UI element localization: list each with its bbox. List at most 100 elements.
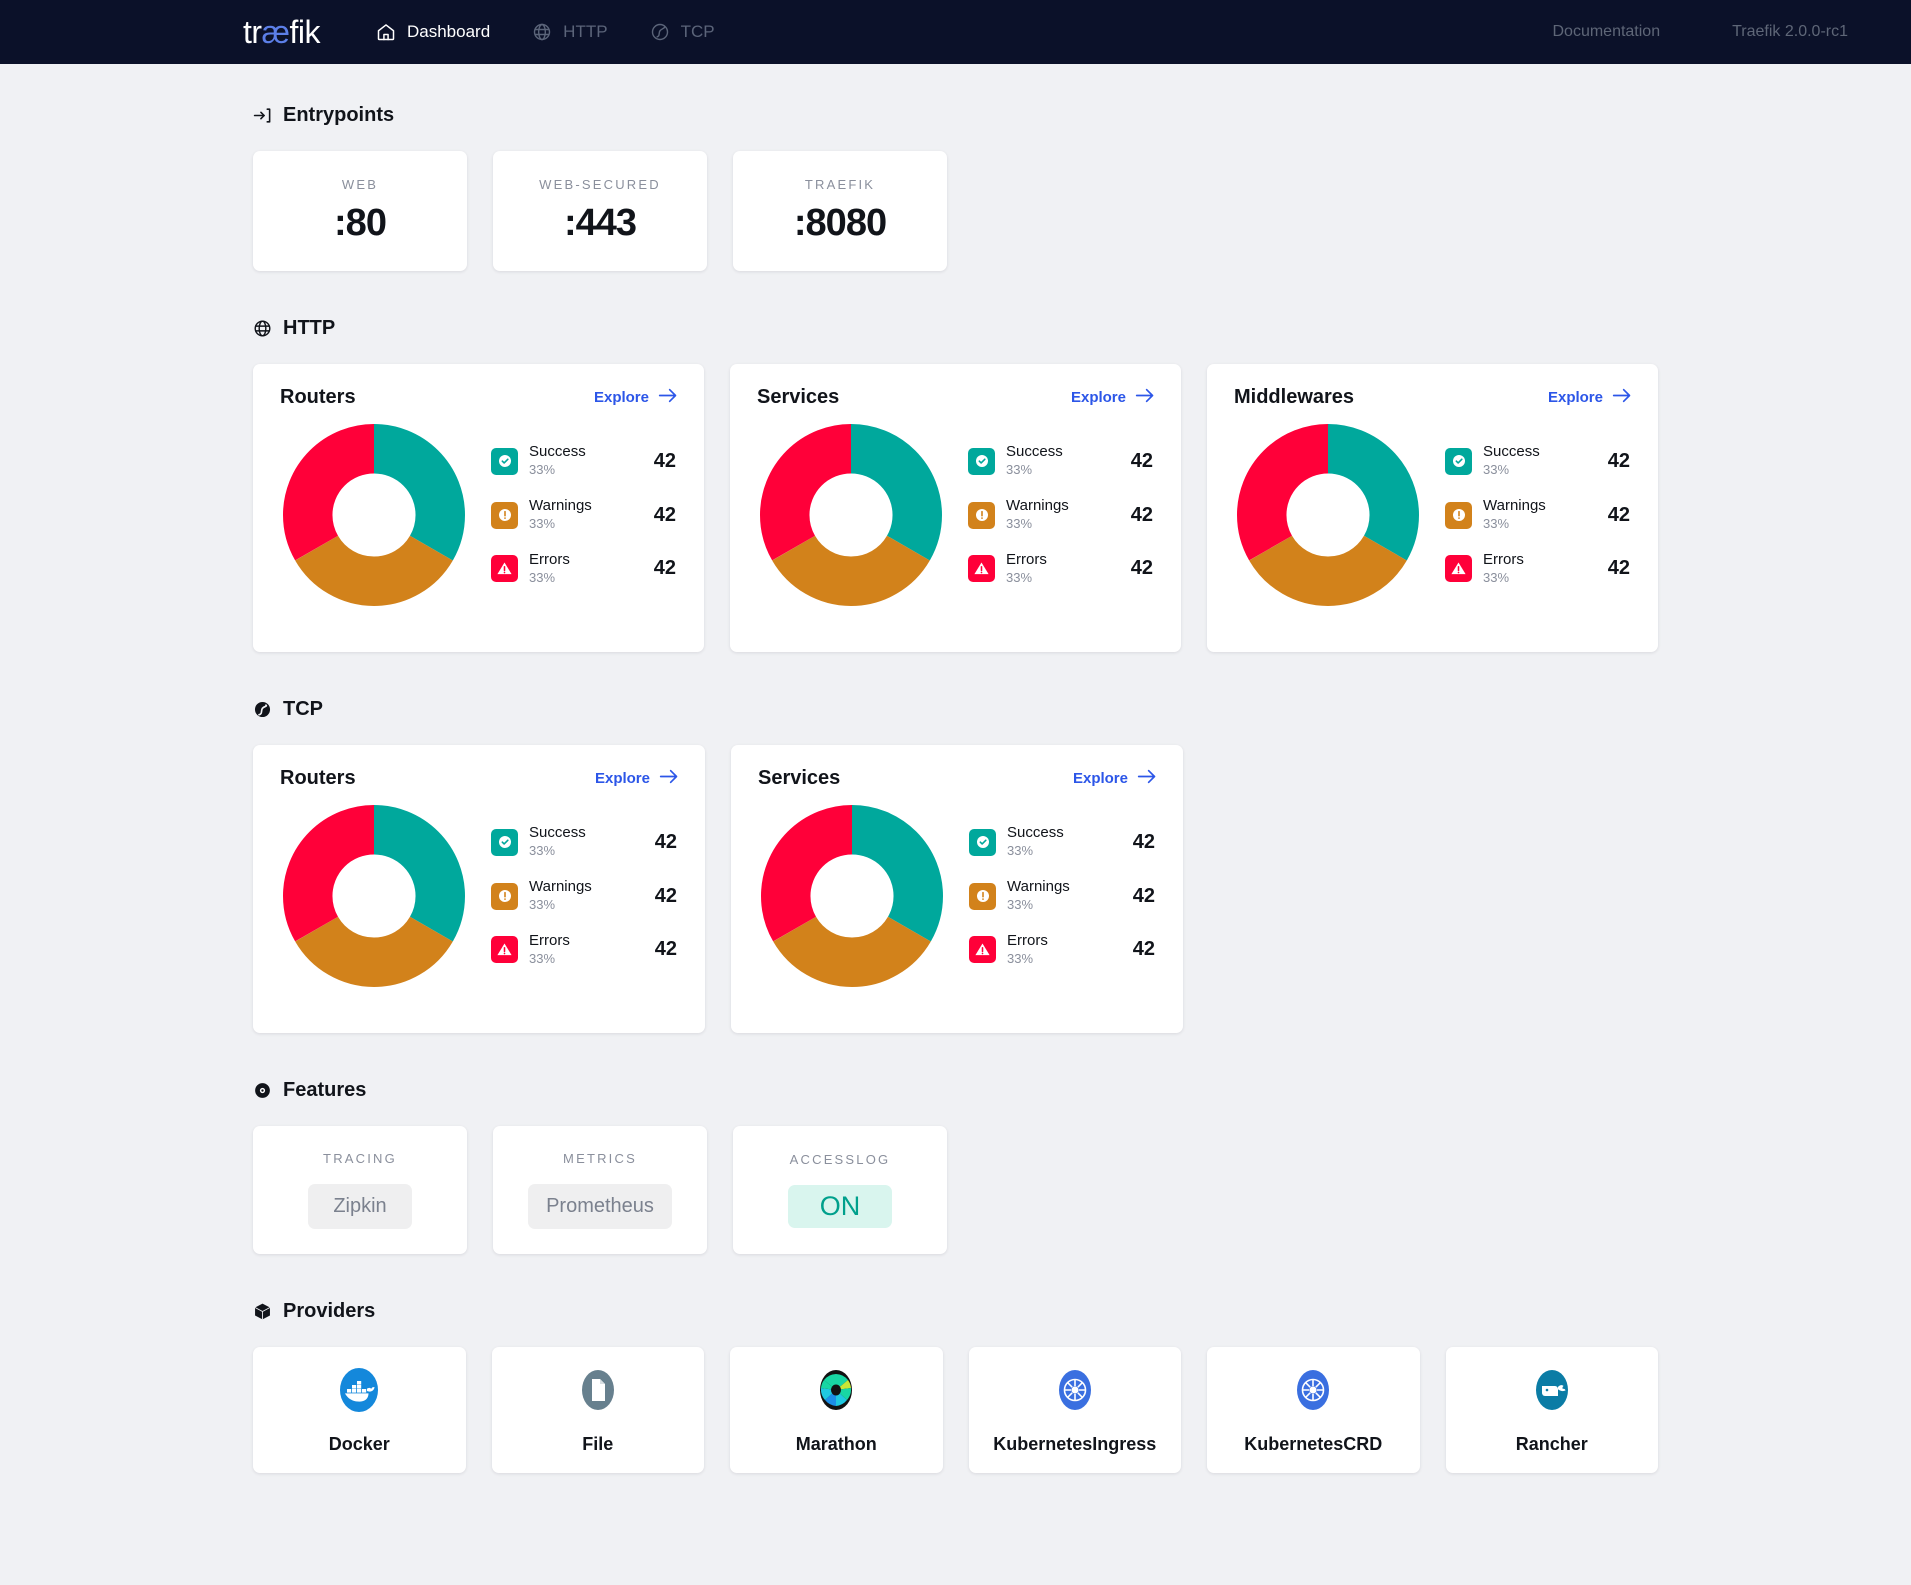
warning-triangle-icon (491, 555, 518, 583)
nav-item-tcp[interactable]: TCP (650, 22, 715, 42)
chart-legend: Success 33% 42 Warnings 33% 42 Errors 33% 4… (954, 443, 1157, 586)
page-content: Entrypoints WEB :80 WEB-SECURED :443 TRA… (0, 64, 1911, 1473)
feature-label: TRACING (323, 1151, 397, 1166)
donut-chart (1225, 417, 1431, 613)
card-body: Success 33% 42 Warnings 33% 42 Errors 33% 4… (748, 417, 1157, 613)
section-header-http: HTTP (253, 317, 1658, 340)
globe-icon (532, 22, 552, 42)
brand-ae: æ (261, 14, 290, 50)
entrypoint-label: WEB (341, 177, 379, 192)
home-icon (376, 22, 396, 42)
http-cards-row: Routers Explore (253, 364, 1658, 652)
provider-card-kubernetesingress[interactable]: KubernetesIngress (968, 1347, 1181, 1473)
explore-link[interactable]: Explore (1071, 388, 1155, 407)
exclamation-circle-icon (491, 501, 518, 529)
section-header-entrypoints: Entrypoints (253, 104, 1658, 127)
brand-post: fik (289, 14, 321, 50)
arrow-right-icon (658, 388, 678, 407)
legend-value: 42 (654, 830, 677, 853)
warning-triangle-icon (968, 555, 995, 583)
exclamation-circle-icon (1445, 501, 1472, 529)
donut-svg (761, 805, 943, 987)
donut-svg (283, 805, 465, 987)
card-header: Routers Explore (271, 386, 680, 409)
legend-value: 42 (1607, 449, 1630, 472)
entrypoint-card[interactable]: WEB-SECURED :443 (493, 151, 707, 271)
legend-label: Warnings (1007, 878, 1070, 896)
legend-percent: 33% (1007, 843, 1034, 859)
legend-label: Warnings (529, 878, 592, 896)
card-header: Services Explore (749, 767, 1159, 790)
legend-percent: 33% (529, 950, 556, 966)
card-title: Services (758, 767, 841, 789)
card-http-routers: Routers Explore (253, 364, 704, 652)
documentation-link[interactable]: Documentation (1552, 23, 1661, 40)
legend-value: 42 (1130, 557, 1153, 580)
traefik-logo[interactable]: træfik (243, 16, 320, 48)
legend-value: 42 (653, 557, 676, 580)
provider-card-docker[interactable]: Docker (253, 1347, 466, 1473)
explore-link[interactable]: Explore (1073, 769, 1157, 788)
nav-item-http[interactable]: HTTP (532, 22, 608, 42)
card-header: Routers Explore (271, 767, 681, 790)
feature-card-tracing[interactable]: TRACING Zipkin (253, 1126, 467, 1254)
features-row: TRACING Zipkin METRICS Prometheus ACCESS… (253, 1126, 1658, 1254)
legend-percent: 33% (1007, 950, 1034, 966)
toggle-icon (253, 1081, 272, 1100)
legend-row-success: Success 33% 42 (968, 443, 1157, 479)
provider-card-rancher[interactable]: Rancher (1445, 1347, 1658, 1473)
chart-legend: Success 33% 42 Warnings 33% 42 Errors 33% 4… (1431, 443, 1634, 586)
provider-card-file[interactable]: File (491, 1347, 704, 1473)
arrow-right-icon (1137, 769, 1157, 788)
legend-row-success: Success 33% 42 (491, 443, 680, 479)
legend-label: Errors (529, 931, 570, 949)
nav-item-dashboard[interactable]: Dashboard (376, 22, 490, 42)
warning-triangle-icon (1445, 555, 1472, 583)
card-header: Services Explore (748, 386, 1157, 409)
entrypoint-card[interactable]: WEB :80 (253, 151, 467, 271)
tcp-icon (650, 22, 670, 42)
section-header-tcp: TCP (253, 698, 1658, 721)
provider-name: File (582, 1434, 614, 1454)
chart-legend: Success 33% 42 Warnings 33% 42 Errors 33% 4… (477, 443, 680, 586)
entrypoint-value: :443 (563, 202, 637, 244)
legend-value: 42 (1132, 938, 1155, 961)
arrow-right-icon (659, 769, 679, 788)
legend-label: Errors (1007, 931, 1048, 949)
exclamation-circle-icon (969, 882, 996, 910)
card-tcp-routers: Routers Explore (253, 745, 705, 1033)
legend-percent: 33% (529, 569, 556, 585)
explore-link[interactable]: Explore (1548, 388, 1632, 407)
legend-label: Success (1007, 824, 1064, 842)
check-circle-icon (1445, 447, 1472, 475)
docker-icon (334, 1365, 384, 1420)
legend-percent: 33% (1006, 569, 1033, 585)
explore-label: Explore (1070, 389, 1126, 406)
legend-row-warnings: Warnings 33% 42 (491, 497, 680, 533)
provider-card-kubernetescrd[interactable]: KubernetesCRD (1207, 1347, 1420, 1473)
arrow-right-icon (1612, 388, 1632, 407)
explore-link[interactable]: Explore (595, 769, 679, 788)
file-icon (573, 1365, 623, 1420)
brand-pre: tr (243, 14, 262, 50)
warning-triangle-icon (969, 936, 996, 964)
legend-row-errors: Errors 33% 42 (1445, 551, 1634, 587)
donut-chart (748, 417, 954, 613)
provider-card-marathon[interactable]: Marathon (730, 1347, 943, 1473)
providers-row: Docker File Marathon KubernetesIngress (253, 1347, 1658, 1473)
donut-chart (749, 798, 955, 994)
card-body: Success 33% 42 Warnings 33% 42 Errors 33% 4… (271, 798, 681, 994)
feature-card-metrics[interactable]: METRICS Prometheus (493, 1126, 707, 1254)
entrypoint-card[interactable]: TRAEFIK :8080 (733, 151, 947, 271)
explore-label: Explore (594, 770, 650, 787)
legend-label: Errors (529, 550, 570, 568)
legend-value: 42 (654, 884, 677, 907)
feature-card-accesslog[interactable]: ACCESSLOG ON (733, 1126, 947, 1254)
section-title-providers: Providers (283, 1300, 376, 1322)
donut-svg (1237, 424, 1419, 606)
explore-link[interactable]: Explore (594, 388, 678, 407)
chart-legend: Success 33% 42 Warnings 33% 42 Errors 33% 4… (477, 824, 681, 967)
section-title-features: Features (283, 1079, 367, 1101)
legend-percent: 33% (1483, 569, 1510, 585)
legend-value: 42 (653, 449, 676, 472)
